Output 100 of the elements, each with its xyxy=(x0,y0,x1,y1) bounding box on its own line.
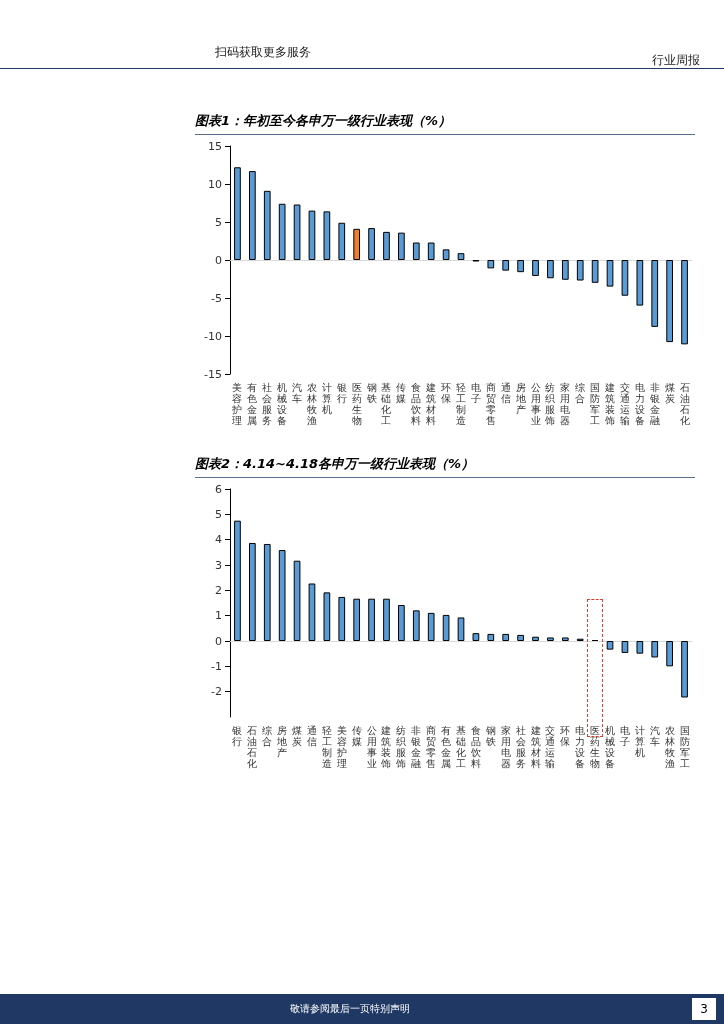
bar xyxy=(681,641,688,698)
x-tick-label: 钢铁 xyxy=(484,725,496,747)
bar xyxy=(636,260,644,306)
y-tick-label: 10 xyxy=(208,177,222,191)
bar xyxy=(532,636,539,641)
x-tick-label: 公用事业 xyxy=(366,725,377,769)
bar xyxy=(308,210,316,260)
bar xyxy=(487,260,495,269)
bar xyxy=(323,211,331,260)
bar xyxy=(621,260,629,296)
x-tick-label: 纺织服饰 xyxy=(395,725,407,769)
x-tick-label: 有色金属 xyxy=(247,382,258,426)
x-tick-label: 纺织服饰 xyxy=(544,382,556,426)
bar xyxy=(338,596,346,641)
y-tick-label: 2 xyxy=(215,583,222,597)
bar xyxy=(293,560,301,641)
bar xyxy=(234,167,241,260)
chart-title: 图表2：4.14~4.18各申万一级行业表现（%） xyxy=(195,455,695,478)
bar xyxy=(308,583,316,641)
x-tick-label: 食品饮料 xyxy=(410,382,422,426)
x-tick-label: 电子 xyxy=(470,382,481,404)
x-tick-label: 汽车 xyxy=(649,725,660,747)
x-tick-label: 非银金融 xyxy=(648,382,660,426)
x-tick-label: 计算机 xyxy=(321,382,332,415)
bar xyxy=(353,228,361,260)
bar xyxy=(502,633,510,641)
x-tick-label: 农林牧渔 xyxy=(305,382,317,426)
x-tick-label: 建筑装饰 xyxy=(380,725,392,769)
chart-title: 图表1：年初至今各申万一级行业表现（%） xyxy=(195,112,695,135)
y-tick-label: 15 xyxy=(208,139,222,153)
bar xyxy=(487,633,495,641)
bar xyxy=(234,520,241,641)
bar xyxy=(323,592,331,641)
bar xyxy=(532,260,539,276)
bar xyxy=(249,542,256,641)
bar xyxy=(651,260,659,327)
bar xyxy=(427,242,435,260)
x-tick-label: 煤炭 xyxy=(292,725,303,747)
x-tick-label: 房地产 xyxy=(276,725,288,758)
bar xyxy=(606,641,614,650)
bar xyxy=(681,260,688,345)
x-tick-label: 交通运输 xyxy=(619,382,630,426)
x-tick-label: 机械设备 xyxy=(277,382,288,426)
x-tick-label: 建筑装饰 xyxy=(604,382,616,426)
x-tick-label: 石油石化 xyxy=(679,382,690,426)
x-tick-label: 煤炭 xyxy=(664,382,675,404)
bar xyxy=(442,249,450,260)
y-tick-label: 5 xyxy=(215,215,222,229)
bar xyxy=(368,228,375,260)
x-tick-label: 建筑材料 xyxy=(529,725,541,769)
bar xyxy=(338,222,346,260)
bar xyxy=(517,260,524,273)
bar xyxy=(457,253,465,260)
x-tick-label: 家用电器 xyxy=(560,382,571,426)
x-tick-label: 房地产 xyxy=(514,382,526,415)
bar xyxy=(621,641,629,653)
bar xyxy=(502,260,510,271)
x-tick-label: 公用事业 xyxy=(530,382,541,426)
bar xyxy=(442,614,450,641)
bar xyxy=(263,190,271,260)
x-tick-label: 建筑材料 xyxy=(425,382,437,426)
x-tick-label: 非银金融 xyxy=(410,725,422,769)
text: 行业周报 xyxy=(652,52,700,69)
bar xyxy=(547,260,554,279)
bar xyxy=(383,598,390,641)
x-tick-label: 农林牧渔 xyxy=(663,725,675,769)
x-tick-label: 环保 xyxy=(560,725,571,747)
bar xyxy=(263,543,271,641)
y-tick-label: -2 xyxy=(211,685,222,699)
bar xyxy=(472,633,480,641)
x-tick-label: 家用电器 xyxy=(500,725,511,769)
x-tick-label: 通信 xyxy=(306,725,317,747)
bar xyxy=(576,260,584,281)
x-tick-label: 基础化工 xyxy=(380,382,392,426)
x-tick-label: 美容护理 xyxy=(335,725,347,769)
x-tick-label: 传媒 xyxy=(396,382,407,404)
bar xyxy=(666,260,673,343)
x-tick-label: 有色金属 xyxy=(441,725,452,769)
y-tick-label: -15 xyxy=(204,367,222,381)
x-tick-label: 医药生物 xyxy=(590,725,601,769)
bar xyxy=(368,598,375,641)
bar xyxy=(412,610,420,641)
x-tick-label: 银行 xyxy=(335,382,347,404)
bar xyxy=(561,260,569,280)
bar xyxy=(457,617,465,641)
bar xyxy=(636,641,644,654)
y-tick-label: 5 xyxy=(215,507,222,521)
x-tick-label: 基础化工 xyxy=(455,725,466,769)
x-tick-label: 商贸零售 xyxy=(426,725,437,769)
bar xyxy=(412,242,420,260)
x-tick-label: 环保 xyxy=(441,382,452,404)
text: 3 xyxy=(692,998,716,1020)
x-tick-label: 电子 xyxy=(619,725,630,747)
x-tick-label: 美容护理 xyxy=(231,382,243,426)
bar xyxy=(293,204,301,260)
x-tick-label: 石油石化 xyxy=(247,725,258,769)
x-tick-label: 轻工制造 xyxy=(321,725,332,769)
y-tick-label: 1 xyxy=(215,609,222,623)
x-tick-label: 钢铁 xyxy=(365,382,377,404)
x-tick-label: 国防军工 xyxy=(679,725,690,769)
